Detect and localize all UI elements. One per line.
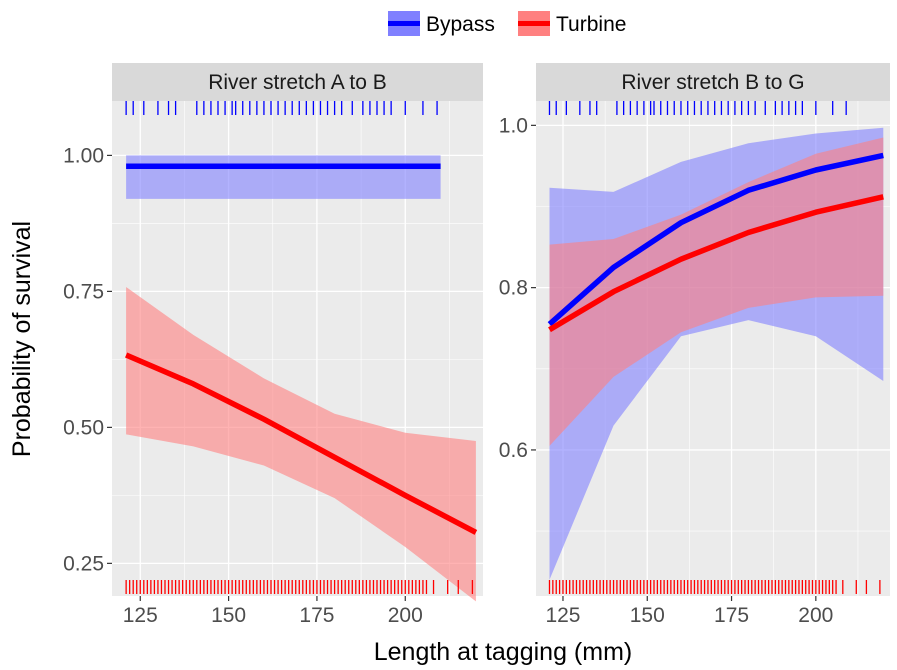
confidence-band-turbine xyxy=(126,287,476,602)
y-axis-title: Probability of survival xyxy=(8,221,36,457)
facet-strip-title: River stretch A to B xyxy=(208,71,387,94)
rug-bypass xyxy=(125,101,438,115)
rug-turbine xyxy=(548,580,881,594)
y-tick-label: 0.6 xyxy=(499,439,528,462)
rug-bypass xyxy=(548,101,847,115)
y-tick-label: 0.50 xyxy=(63,416,104,439)
y-tick-label: 0.75 xyxy=(63,280,104,303)
y-tick-label: 1.0 xyxy=(499,114,528,137)
x-tick-label: 125 xyxy=(123,604,158,627)
y-tick-label: 0.8 xyxy=(499,277,528,300)
panel-stretch-b-to-g: River stretch B to G 125 150 175 200 0.6 0.8 1.… xyxy=(499,63,890,627)
panel-stretch-a-to-b: River stretch A to B 125 150 175 200 0.25 0.50… xyxy=(63,63,483,627)
x-tick-label: 125 xyxy=(545,604,580,627)
fitted-line-turbine xyxy=(125,352,478,535)
legend: Bypass Turbine xyxy=(388,11,626,36)
rug-turbine xyxy=(125,580,474,594)
fitted-line-bypass xyxy=(547,152,884,327)
y-tick-label: 1.00 xyxy=(63,144,104,167)
x-axis-title: Length at tagging (mm) xyxy=(374,638,632,666)
x-tick-label: 175 xyxy=(299,604,334,627)
x-tick-label: 200 xyxy=(798,604,833,627)
x-tick-label: 175 xyxy=(714,604,749,627)
legend-label-bypass: Bypass xyxy=(426,13,495,36)
fitted-line-turbine xyxy=(548,194,884,333)
facet-strip-title: River stretch B to G xyxy=(621,71,804,94)
x-tick-label: 150 xyxy=(211,604,246,627)
facet-strip xyxy=(536,63,890,101)
y-tick-label: 0.25 xyxy=(63,552,104,575)
x-tick-label: 200 xyxy=(388,604,423,627)
facet-strip xyxy=(112,63,483,101)
confidence-band-bypass xyxy=(126,155,441,199)
legend-label-turbine: Turbine xyxy=(556,13,626,36)
x-tick-label: 150 xyxy=(630,604,665,627)
